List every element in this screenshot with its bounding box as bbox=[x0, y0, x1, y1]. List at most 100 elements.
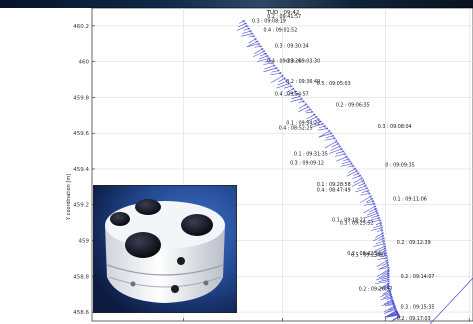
vector-arrow bbox=[381, 271, 390, 276]
y-tick-label: 459 bbox=[79, 239, 90, 245]
vector-arrow bbox=[248, 35, 255, 38]
vector-arrowhead bbox=[374, 208, 377, 211]
vector-arrowhead bbox=[388, 289, 391, 293]
annotation-label: 0.2 : 09:06:35 bbox=[336, 102, 370, 108]
vector-arrowhead bbox=[392, 303, 396, 306]
vector-arrow bbox=[248, 38, 257, 44]
vector-arrowhead bbox=[355, 170, 358, 173]
vector-arrow bbox=[371, 215, 380, 219]
vector-arrow bbox=[325, 135, 334, 138]
vector-arrow bbox=[385, 314, 400, 318]
axis-ticks: 460.2 460 459.8 459.6 459.4 459.2 459 458.8 458.… bbox=[73, 24, 470, 321]
vector-arrow bbox=[348, 165, 355, 168]
vector-arrow bbox=[369, 217, 380, 221]
y-axis-label: Y coordination [m] bbox=[66, 174, 72, 221]
vector-arrow bbox=[347, 168, 356, 174]
annotation-label: 0.3 : 09:15:35 bbox=[401, 304, 435, 310]
vector-arrow bbox=[263, 67, 278, 73]
vector-arrow bbox=[253, 50, 265, 58]
vector-arrow bbox=[378, 273, 390, 278]
vector-arrow bbox=[378, 278, 390, 283]
y-tick-label: 459.8 bbox=[73, 95, 89, 101]
vector-arrow bbox=[381, 277, 390, 280]
vector-arrow bbox=[366, 200, 375, 204]
vector-arrow bbox=[387, 302, 395, 305]
vector-arrowhead bbox=[384, 254, 388, 258]
vector-arrowhead bbox=[339, 148, 343, 151]
vector-arrowhead bbox=[383, 247, 387, 251]
vector-arrowhead bbox=[361, 180, 365, 183]
y-tick-label: 460.2 bbox=[73, 24, 89, 30]
annotation-label: 0.5 : 09:23:00 bbox=[351, 253, 385, 259]
vector-arrow bbox=[370, 227, 383, 231]
vector-arrow bbox=[375, 222, 382, 225]
annotation-label: 0.2 : 09:41:57 bbox=[267, 14, 301, 20]
vector-arrow bbox=[387, 311, 398, 317]
vector-arrow bbox=[360, 195, 372, 203]
vector-arrow bbox=[243, 28, 250, 31]
vector-arrowhead bbox=[329, 132, 333, 135]
vector-arrowhead bbox=[338, 145, 341, 149]
vector-arrowhead bbox=[351, 165, 355, 168]
vector-arrowhead bbox=[331, 134, 335, 138]
y-tick-label: 460 bbox=[79, 60, 90, 66]
vector-arrow bbox=[386, 297, 393, 300]
vector-arrow bbox=[384, 288, 391, 290]
vector-arrow bbox=[292, 93, 299, 96]
vector-arrow bbox=[366, 219, 381, 223]
vector-arrow bbox=[241, 33, 253, 37]
vector-arrow bbox=[263, 62, 274, 65]
vector-arrow bbox=[375, 232, 384, 238]
vector-arrowhead bbox=[287, 82, 291, 86]
vector-arrow bbox=[246, 43, 260, 48]
vector-arrow bbox=[336, 151, 344, 154]
vector-arrow bbox=[284, 85, 292, 89]
vector-arrowhead bbox=[380, 229, 384, 232]
annotation-label: 0.2 : 09:12:39 bbox=[397, 240, 431, 246]
vector-arrow bbox=[291, 95, 301, 100]
annotation-label: 0.5 : 09:05:03 bbox=[317, 81, 351, 87]
vector-arrow bbox=[380, 291, 391, 298]
y-tick-label: 458.6 bbox=[73, 310, 89, 316]
y-tick-label: 459.4 bbox=[73, 167, 89, 173]
instrument-photo-drawing bbox=[93, 185, 237, 313]
vector-arrowhead bbox=[341, 150, 345, 154]
vector-arrow bbox=[383, 305, 396, 313]
annotation-label: 0.1 : 09:31:35 bbox=[294, 152, 328, 158]
annotation-label: 0.1 : 09:18:21 bbox=[332, 218, 366, 224]
y-tick-label: 459.2 bbox=[73, 203, 89, 209]
vector-arrow bbox=[384, 308, 397, 314]
annotation-label: 0.3 : 09:08:04 bbox=[378, 124, 412, 130]
vector-arrow bbox=[375, 275, 390, 281]
vector-arrow bbox=[278, 77, 286, 83]
annotation-label: 0.4 : 08:52:25 bbox=[279, 126, 313, 132]
track-line-right bbox=[429, 277, 473, 324]
vector-arrow bbox=[361, 190, 369, 193]
vector-arrow bbox=[311, 121, 322, 125]
vector-arrow bbox=[363, 203, 375, 206]
vector-arrow bbox=[364, 212, 379, 219]
vector-arrow bbox=[276, 83, 290, 89]
vector-arrowhead bbox=[304, 103, 308, 107]
vector-arrow bbox=[318, 125, 326, 128]
vector-arrow bbox=[312, 118, 320, 122]
vector-arrow bbox=[381, 301, 394, 306]
vector-arrowhead bbox=[375, 210, 378, 213]
vector-arrowhead bbox=[364, 185, 367, 188]
vector-arrow bbox=[334, 153, 346, 157]
vector-arrow bbox=[384, 312, 399, 318]
vector-arrowhead bbox=[365, 187, 369, 190]
vector-arrow bbox=[318, 130, 331, 138]
vector-arrowhead bbox=[300, 97, 303, 101]
vector-arrowhead bbox=[308, 108, 312, 112]
vector-arrowhead bbox=[383, 245, 386, 248]
vector-arrow bbox=[355, 187, 368, 193]
vector-arrow bbox=[352, 180, 364, 187]
vector-arrow bbox=[376, 259, 389, 267]
vector-arrow bbox=[375, 240, 385, 245]
annotation-label: 0.1 : 09:11:06 bbox=[393, 196, 427, 202]
vector-arrowhead bbox=[348, 160, 352, 163]
annotation-label: 0.2 : 09:36:49 bbox=[286, 79, 320, 85]
annotation-label: 0.1 : 09:34:22 bbox=[286, 120, 320, 126]
